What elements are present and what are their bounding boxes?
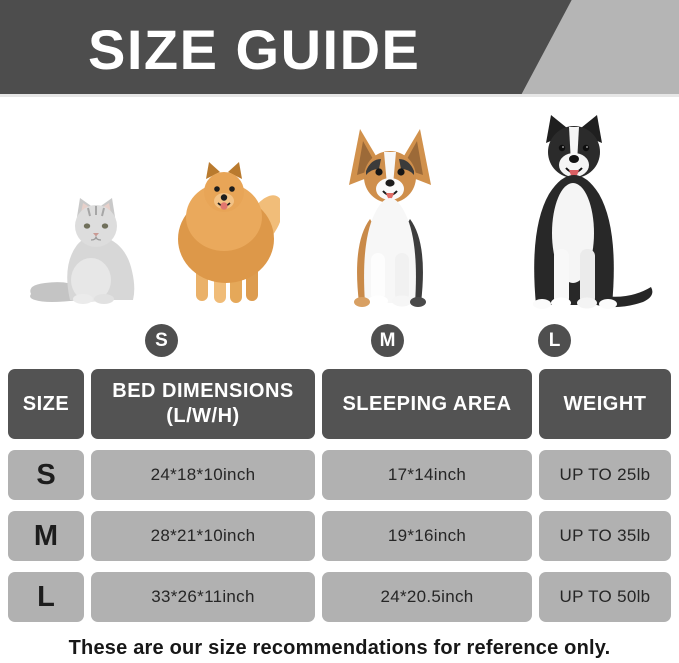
size-badge-l: L <box>538 324 571 357</box>
pomeranian-image <box>172 155 280 305</box>
border-collie-illustration <box>533 115 653 309</box>
table-row-m-bed-dimensions: 28*21*10inch <box>91 511 315 561</box>
cat-illustration <box>30 198 135 304</box>
corgi-illustration <box>349 129 431 307</box>
size-badge-s: S <box>145 324 178 357</box>
banner-bottom-divider <box>0 94 679 97</box>
bed-dimensions-line2: (L/W/H) <box>166 405 240 427</box>
table-row-m-size: M <box>8 511 84 561</box>
table-row-s-sleeping-area: 17*14inch <box>322 450 532 500</box>
bed-dimensions-line1: BED DIMENSIONS <box>112 380 294 402</box>
table-row-m-weight: UP TO 35lb <box>539 511 671 561</box>
table-row-l-bed-dimensions: 33*26*11inch <box>91 572 315 622</box>
column-header-sleeping-area: SLEEPING AREA <box>322 369 532 439</box>
table-row-m-sleeping-area: 19*16inch <box>322 511 532 561</box>
column-header-weight: WEIGHT <box>539 369 671 439</box>
table-row-s-bed-dimensions: 24*18*10inch <box>91 450 315 500</box>
weight-label: WEIGHT <box>563 392 647 415</box>
corgi-image <box>335 125 445 307</box>
size-badge-m: M <box>371 324 404 357</box>
table-row-l-weight: UP TO 50lb <box>539 572 671 622</box>
table-row-s-size: S <box>8 450 84 500</box>
sleeping-area-label: SLEEPING AREA <box>342 392 512 415</box>
pet-size-illustration: S M L <box>0 97 679 369</box>
column-header-size: SIZE <box>8 369 84 439</box>
pomeranian-illustration <box>178 162 280 303</box>
footer-disclaimer: These are our size recommendations for r… <box>68 637 611 659</box>
table-row-s-weight: UP TO 25lb <box>539 450 671 500</box>
column-header-bed-dimensions: BED DIMENSIONS (L/W/H) <box>91 369 315 439</box>
size-table: SIZE BED DIMENSIONS (L/W/H) SLEEPING ARE… <box>8 369 671 622</box>
cat-image <box>25 195 152 305</box>
border-collie-image <box>502 111 660 309</box>
column-header-size-label: SIZE <box>22 392 70 415</box>
banner-dark-shape <box>0 0 572 97</box>
size-guide-banner: SIZE GUIDE <box>0 0 679 97</box>
table-row-l-size: L <box>8 572 84 622</box>
page-title: SIZE GUIDE <box>88 18 421 81</box>
table-row-l-sleeping-area: 24*20.5inch <box>322 572 532 622</box>
